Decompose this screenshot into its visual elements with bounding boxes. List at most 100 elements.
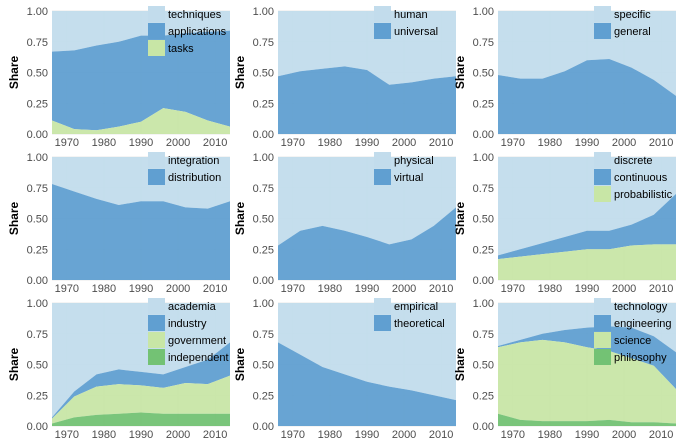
- area-empirical: [278, 303, 456, 401]
- y-axis-title: Share: [233, 56, 247, 90]
- x-tick-label: 2000: [166, 137, 190, 149]
- legend-swatch-government: [148, 332, 165, 348]
- x-tick-label: 1990: [355, 137, 379, 149]
- y-tick-label: 0.50: [253, 68, 274, 80]
- x-tick-label: 1980: [538, 429, 562, 441]
- area-general: [498, 58, 676, 134]
- legend-label-human: human: [394, 9, 428, 21]
- x-tick-label: 2010: [203, 137, 227, 149]
- legend-swatch-tasks: [148, 40, 165, 56]
- y-tick-label: 0.25: [473, 98, 494, 110]
- x-tick-label: 1970: [55, 429, 79, 441]
- x-tick-label: 2000: [612, 137, 636, 149]
- x-tick-label: 2010: [649, 137, 673, 149]
- legend-swatch-industry: [148, 315, 165, 331]
- x-tick-label: 1990: [355, 429, 379, 441]
- legend-label-universal: universal: [394, 26, 438, 38]
- x-tick-label: 1980: [318, 283, 342, 295]
- area-industry: [52, 342, 230, 419]
- legend-label-general: general: [614, 26, 651, 38]
- x-tick-label: 2000: [166, 429, 190, 441]
- y-tick-label: 1.00: [27, 152, 48, 164]
- legend-label-integration: integration: [168, 155, 219, 167]
- legend-label-applications: applications: [168, 26, 227, 38]
- y-tick-label: 0.25: [253, 390, 274, 402]
- y-tick-label: 1.00: [473, 298, 494, 310]
- x-tick-label: 1970: [501, 429, 525, 441]
- y-tick-label: 0.50: [253, 360, 274, 372]
- legend-label-distribution: distribution: [168, 172, 221, 184]
- y-tick-label: 0.25: [473, 390, 494, 402]
- y-tick-label: 1.00: [27, 6, 48, 18]
- area-engineering: [498, 326, 676, 390]
- x-tick-label: 2000: [612, 283, 636, 295]
- y-tick-label: 0.00: [473, 275, 494, 287]
- legend-swatch-human: [374, 6, 391, 22]
- x-tick-label: 1970: [55, 283, 79, 295]
- x-tick-label: 1970: [281, 429, 305, 441]
- y-tick-label: 1.00: [473, 6, 494, 18]
- y-tick-label: 1.00: [27, 298, 48, 310]
- legend-label-continuous: continuous: [614, 172, 668, 184]
- panel-6: 0.00 0.25 0.50 0.75 1.00 1970 1980 1990 2000 2010…: [453, 152, 676, 295]
- x-tick-label: 1980: [318, 429, 342, 441]
- y-axis-title: Share: [453, 56, 467, 90]
- legend-swatch-discrete: [594, 152, 611, 168]
- y-axis-title: Share: [453, 348, 467, 382]
- y-tick-label: 0.00: [27, 275, 48, 287]
- y-axis-title: Share: [7, 56, 21, 90]
- y-tick-label: 0.00: [253, 275, 274, 287]
- x-tick-label: 1990: [355, 283, 379, 295]
- y-axis-title: Share: [7, 202, 21, 236]
- y-tick-label: 0.50: [27, 214, 48, 226]
- y-tick-label: 0.00: [253, 421, 274, 433]
- legend-swatch-probabilistic: [594, 186, 611, 202]
- legend-label-virtual: virtual: [394, 172, 423, 184]
- area-integration: [52, 157, 230, 209]
- legend-label-discrete: discrete: [614, 155, 653, 167]
- y-tick-label: 0.75: [27, 37, 48, 49]
- y-tick-label: 0.50: [473, 360, 494, 372]
- x-tick-label: 1980: [92, 137, 116, 149]
- y-tick-label: 0.25: [253, 244, 274, 256]
- y-tick-label: 1.00: [473, 152, 494, 164]
- legend-label-theoretical: theoretical: [394, 318, 445, 330]
- x-tick-label: 2010: [429, 283, 453, 295]
- legend-swatch-integration: [148, 152, 165, 168]
- area-philosophy: [498, 413, 676, 426]
- legend-swatch-virtual: [374, 169, 391, 185]
- panel-1: 0.00 0.25 0.50 0.75 1.00 1970 1980 1990 2000 2010…: [7, 6, 230, 149]
- area-independent: [52, 412, 230, 426]
- y-axis-title: Share: [453, 202, 467, 236]
- panel-2: 0.00 0.25 0.50 0.75 1.00 1970 1980 1990 2000 2010…: [233, 6, 456, 149]
- legend-label-engineering: engineering: [614, 318, 672, 330]
- y-tick-label: 0.00: [473, 421, 494, 433]
- legend-swatch-philosophy: [594, 349, 611, 365]
- area-theoretical: [278, 342, 456, 426]
- area-academia: [52, 303, 230, 418]
- panel-4: 0.00 0.25 0.50 0.75 1.00 1970 1980 1990 2000 2010…: [7, 152, 230, 295]
- area-distribution: [52, 184, 230, 280]
- legend-label-technology: technology: [614, 301, 668, 313]
- area-government: [52, 375, 230, 424]
- y-tick-label: 0.50: [473, 214, 494, 226]
- area-techniques: [52, 11, 230, 52]
- legend-swatch-science: [594, 332, 611, 348]
- y-tick-label: 0.75: [27, 329, 48, 341]
- x-tick-label: 1990: [575, 429, 599, 441]
- legend-swatch-academia: [148, 298, 165, 314]
- x-tick-label: 1980: [92, 429, 116, 441]
- y-tick-label: 0.00: [27, 421, 48, 433]
- legend-swatch-technology: [594, 298, 611, 314]
- legend-label-physical: physical: [394, 155, 434, 167]
- legend-label-probabilistic: probabilistic: [614, 189, 673, 201]
- panel-9: 0.00 0.25 0.50 0.75 1.00 1970 1980 1990 2000 2010…: [453, 298, 676, 441]
- x-tick-label: 2000: [392, 137, 416, 149]
- x-tick-label: 1980: [538, 283, 562, 295]
- area-probabilistic: [498, 244, 676, 280]
- x-tick-label: 1990: [575, 283, 599, 295]
- y-tick-label: 1.00: [253, 6, 274, 18]
- area-tasks: [52, 108, 230, 134]
- x-tick-label: 2000: [392, 283, 416, 295]
